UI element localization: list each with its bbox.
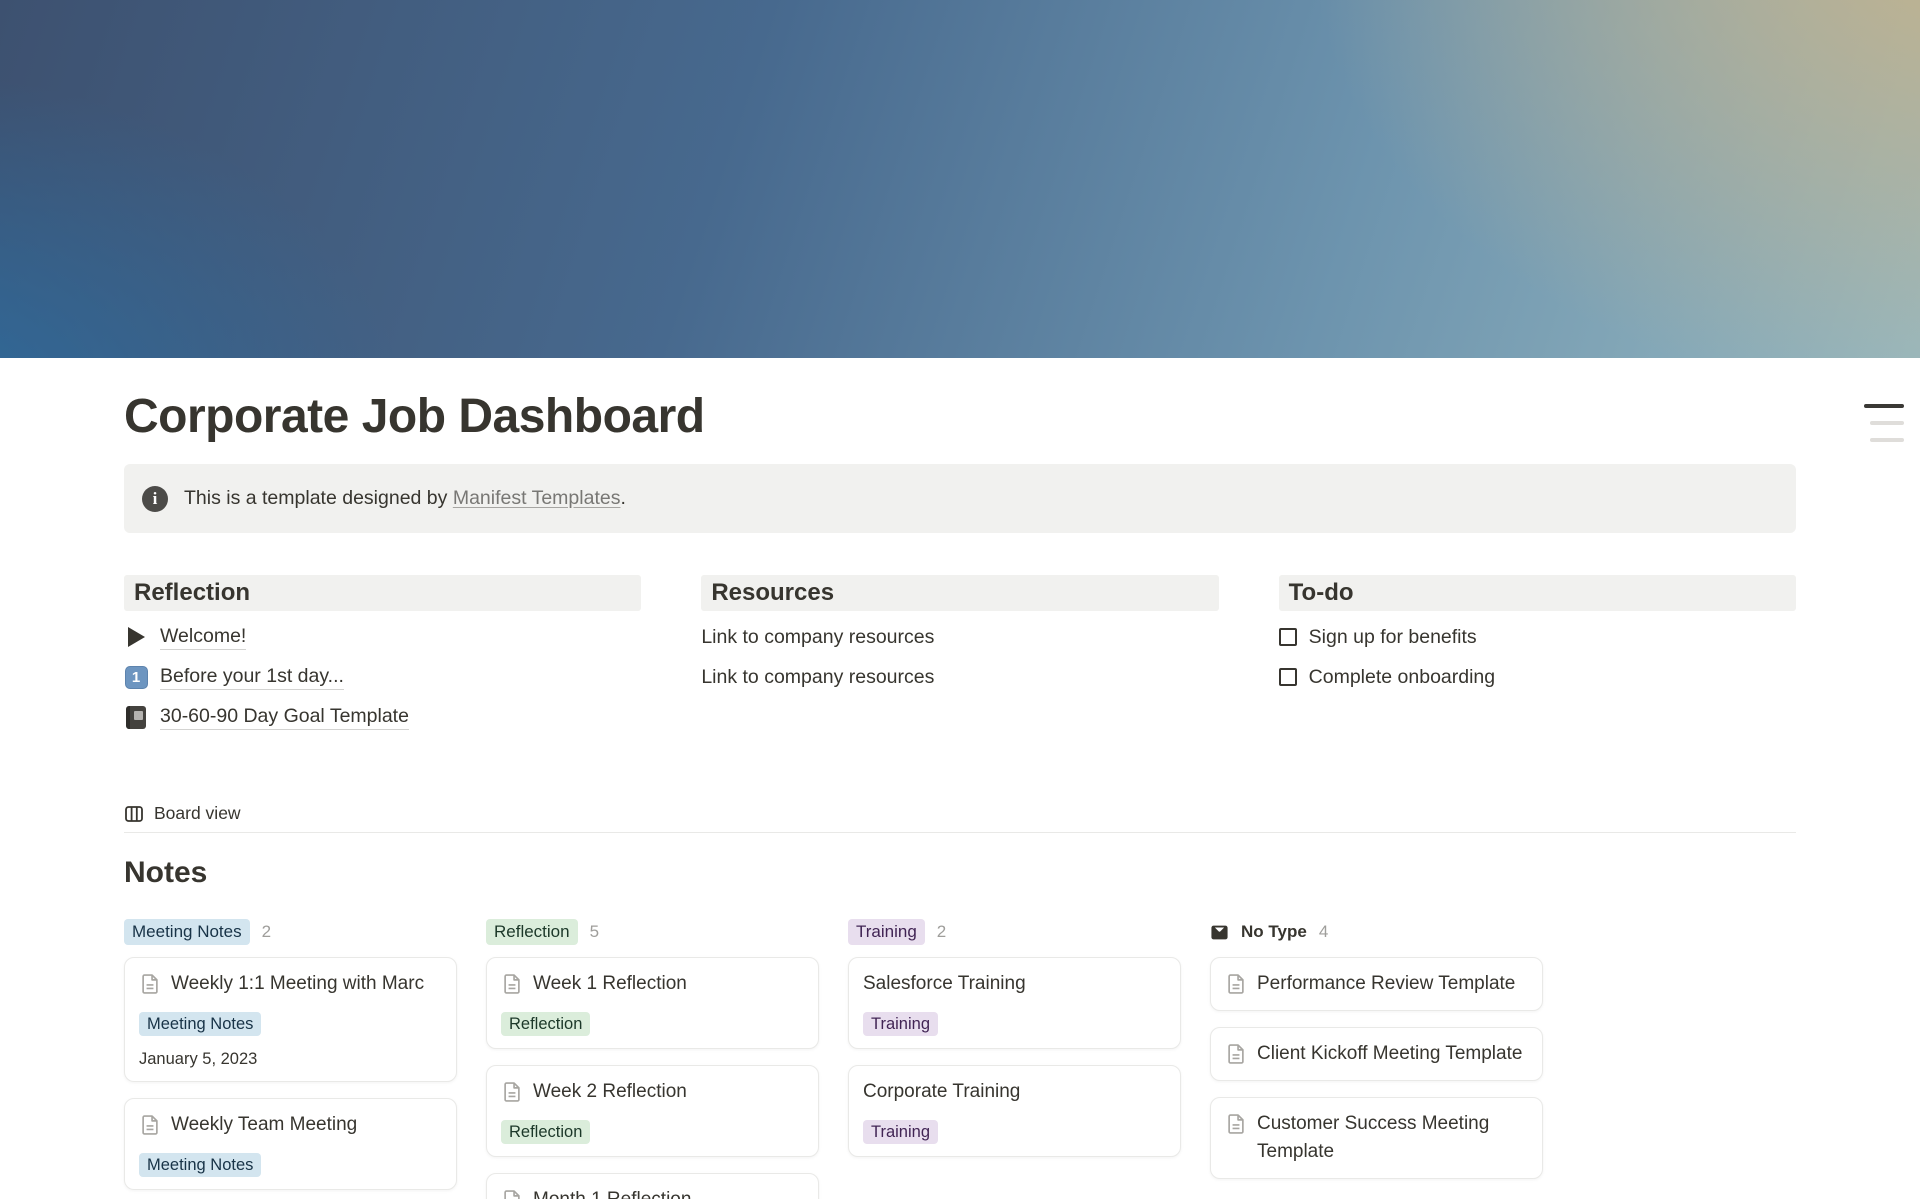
board-view-tab[interactable]: Board view: [124, 795, 1796, 833]
page-link[interactable]: Before your 1st day...: [160, 665, 344, 690]
template-callout: i This is a template designed by Manifes…: [124, 464, 1796, 533]
keycap-1-icon: 1: [124, 665, 148, 689]
card-list: Salesforce Training Training Corporate T…: [848, 957, 1181, 1157]
board-card[interactable]: Corporate Training Training: [848, 1065, 1181, 1157]
group-badge: Meeting Notes: [124, 919, 250, 945]
board-card[interactable]: Performance Review Template: [1210, 957, 1543, 1011]
page-icon: [501, 1081, 523, 1106]
page-icon: [139, 1114, 161, 1139]
todo-label: Sign up for benefits: [1308, 625, 1477, 648]
card-tag: Meeting Notes: [139, 1012, 262, 1036]
page-icon: [501, 1189, 523, 1199]
reflection-heading: Reflection: [124, 575, 642, 611]
page-icon: [501, 973, 523, 998]
resources-column: Resources Link to company resources Link…: [701, 575, 1219, 737]
group-header[interactable]: Training 2: [848, 917, 1181, 947]
cover-image: [0, 0, 1920, 358]
card-title: Client Kickoff Meeting Template: [1257, 1043, 1523, 1064]
group-training: Training 2 Salesforce Training Training …: [848, 917, 1181, 1157]
todo-item: Sign up for benefits: [1278, 617, 1796, 657]
board-card[interactable]: Month 1 Reflection: [486, 1173, 819, 1199]
card-title: Customer Success Meeting Template: [1257, 1113, 1490, 1162]
card-tag: Training: [863, 1120, 938, 1144]
page-icon: [1225, 1043, 1247, 1068]
board-card[interactable]: Week 1 Reflection Reflection: [486, 957, 819, 1049]
board-card[interactable]: Weekly Team Meeting Meeting Notes: [124, 1098, 457, 1190]
resource-row: Link to company resources: [701, 617, 1218, 657]
card-title: Corporate Training: [863, 1081, 1021, 1102]
card-list: Week 1 Reflection Reflection Week 2 Refl…: [486, 957, 819, 1199]
group-badge: Training: [848, 919, 925, 945]
resource-row: Link to company resources: [701, 657, 1218, 697]
group-meeting-notes: Meeting Notes 2 Weekly 1:1 Meeting with …: [124, 917, 457, 1190]
page-body: Corporate Job Dashboard i This is a temp…: [124, 358, 1796, 1199]
todo-column: To-do Sign up for benefits Complete onbo…: [1278, 575, 1796, 737]
page-icon: [1225, 973, 1247, 998]
page-icon: [1225, 1113, 1247, 1166]
group-badge: Reflection: [486, 919, 578, 945]
reflection-column: Reflection Welcome! 1 Before your 1st da…: [124, 575, 642, 737]
board-view-label: Board view: [154, 803, 241, 823]
todo-item: Complete onboarding: [1278, 657, 1796, 697]
card-tag: Meeting Notes: [139, 1153, 262, 1177]
board-card[interactable]: Customer Success Meeting Template: [1210, 1097, 1543, 1179]
inbox-icon: [1211, 925, 1228, 939]
resources-heading: Resources: [701, 575, 1219, 611]
card-title: Weekly 1:1 Meeting with Marc: [171, 973, 425, 994]
board-card[interactable]: Client Kickoff Meeting Template: [1210, 1027, 1543, 1081]
card-title: Week 1 Reflection: [533, 973, 687, 994]
card-list: Weekly 1:1 Meeting with Marc Meeting Not…: [124, 957, 457, 1190]
group-header[interactable]: No Type 4: [1210, 917, 1543, 947]
group-no-type: No Type 4 Performance Review Template: [1210, 917, 1543, 1179]
card-tag: Reflection: [501, 1120, 591, 1144]
board-card[interactable]: Week 2 Reflection Reflection: [486, 1065, 819, 1157]
toc-bar: [1870, 421, 1904, 425]
group-count: 5: [589, 922, 600, 941]
checkbox-unchecked[interactable]: [1278, 628, 1297, 646]
group-label: No Type: [1241, 922, 1307, 941]
group-count: 4: [1318, 922, 1329, 941]
card-title: Week 2 Reflection: [533, 1081, 687, 1102]
group-count: 2: [261, 922, 272, 941]
notes-heading: Notes: [124, 856, 208, 889]
board-card[interactable]: Weekly 1:1 Meeting with Marc Meeting Not…: [124, 957, 457, 1082]
page-link-row[interactable]: Welcome!: [124, 617, 641, 657]
card-title: Month 1 Reflection: [533, 1186, 691, 1199]
todo-heading: To-do: [1278, 575, 1796, 611]
page-link-row[interactable]: 1 Before your 1st day...: [124, 657, 641, 697]
board-card[interactable]: Salesforce Training Training: [848, 957, 1181, 1049]
checkbox-unchecked[interactable]: [1278, 668, 1297, 686]
card-tag: Reflection: [501, 1012, 591, 1036]
card-title: Performance Review Template: [1257, 973, 1516, 994]
group-reflection: Reflection 5 Week 1 Reflection Refl: [486, 917, 819, 1199]
info-icon: i: [142, 485, 168, 512]
page-icon: [139, 973, 161, 998]
card-list: Performance Review Template Client Kicko…: [1210, 957, 1543, 1179]
card-date: January 5, 2023: [139, 1050, 258, 1068]
board-view-icon: [125, 805, 143, 822]
page-link[interactable]: 30-60-90 Day Goal Template: [160, 705, 409, 730]
manifest-templates-link[interactable]: Manifest Templates: [452, 487, 621, 509]
three-column-section: Reflection Welcome! 1 Before your 1st da…: [124, 575, 1796, 737]
resource-text: Link to company resources: [701, 625, 935, 648]
notes-board: Meeting Notes 2 Weekly 1:1 Meeting with …: [124, 917, 1796, 1199]
page-title: Corporate Job Dashboard: [124, 390, 705, 443]
toc-bar: [1864, 404, 1904, 408]
notebook-icon: [124, 705, 148, 729]
page-link-row[interactable]: 30-60-90 Day Goal Template: [124, 697, 641, 737]
card-tag: Training: [863, 1012, 938, 1036]
card-title: Salesforce Training: [863, 973, 1026, 994]
play-icon: [124, 625, 148, 649]
toc-bar: [1870, 438, 1904, 442]
group-count: 2: [936, 922, 947, 941]
callout-text: This is a template designed by Manifest …: [184, 487, 626, 509]
todo-label: Complete onboarding: [1308, 665, 1496, 688]
page-link[interactable]: Welcome!: [160, 625, 247, 650]
group-header[interactable]: Reflection 5: [486, 917, 819, 947]
table-of-contents-indicator[interactable]: [1864, 404, 1904, 442]
card-title: Weekly Team Meeting: [171, 1114, 358, 1135]
resource-text: Link to company resources: [701, 665, 935, 688]
group-header[interactable]: Meeting Notes 2: [124, 917, 457, 947]
